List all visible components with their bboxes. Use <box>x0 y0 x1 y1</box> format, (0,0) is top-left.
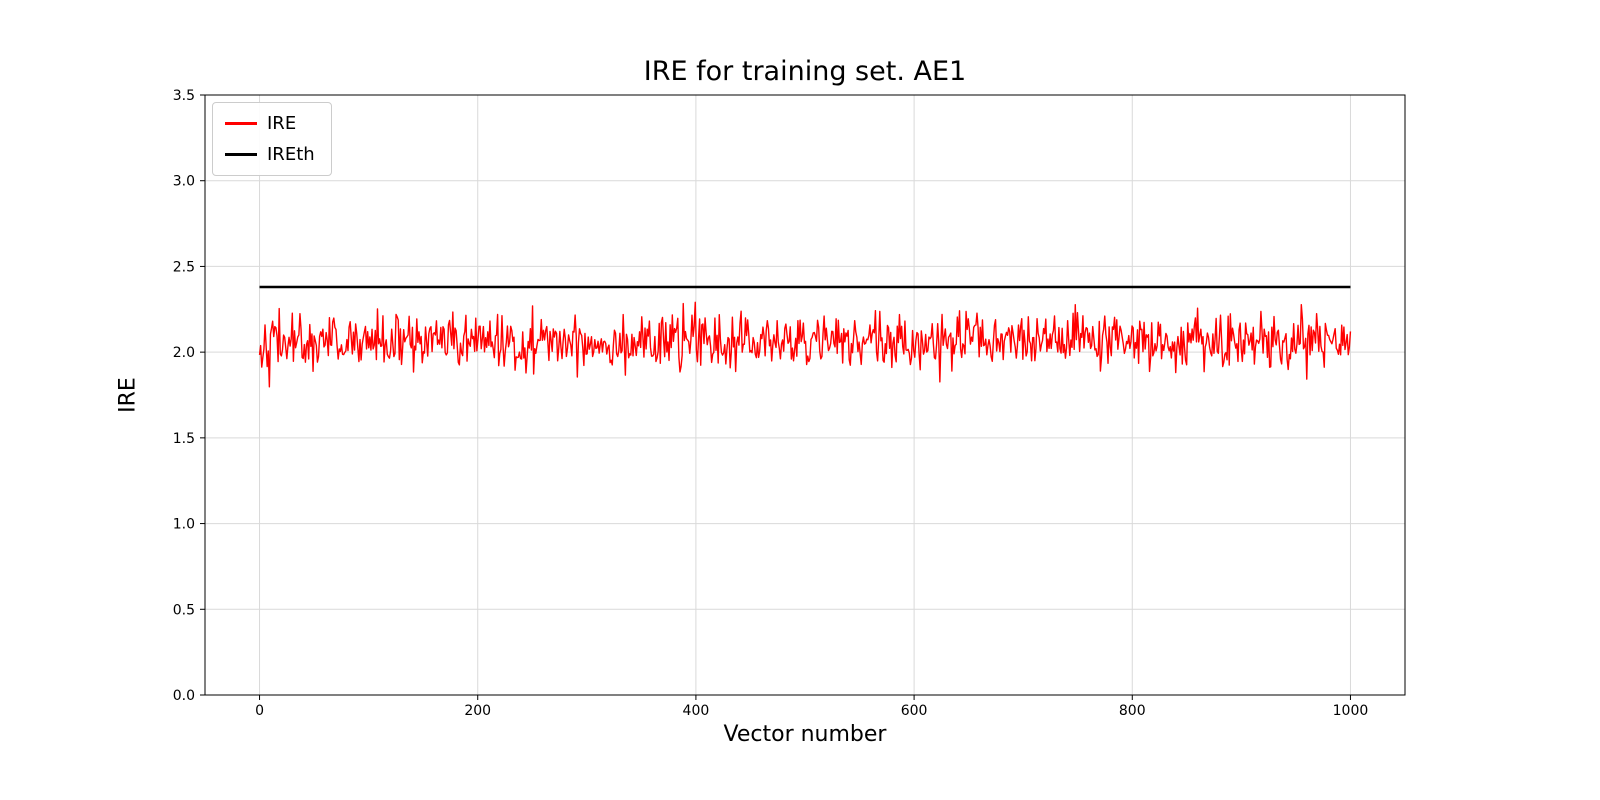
series-ire-line <box>258 301 1352 388</box>
x-axis-label: Vector number <box>723 722 887 747</box>
x-tick-label: 0 <box>255 703 264 719</box>
chart-title: IRE for training set. AE1 <box>643 56 967 87</box>
x-tick-label: 400 <box>683 703 710 719</box>
x-tick-label: 200 <box>464 703 491 719</box>
y-tick-label: 1.0 <box>173 517 195 533</box>
y-tick-label: 1.5 <box>173 431 195 447</box>
legend-entry-ireth: IREth <box>225 144 315 165</box>
y-tick-label: 2.5 <box>173 259 195 275</box>
y-tick-label: 0.5 <box>173 602 195 618</box>
legend-line-swatch <box>225 153 257 156</box>
legend-entry-ire: IRE <box>225 113 315 134</box>
y-tick-label: 3.5 <box>173 88 195 104</box>
axes-frame <box>204 94 1406 696</box>
legend-label: IRE <box>267 113 297 134</box>
x-tick-label: 800 <box>1119 703 1146 719</box>
y-axis-label: IRE <box>115 377 141 413</box>
y-tick-label: 3.0 <box>173 174 195 190</box>
x-tick-label: 1000 <box>1333 703 1369 719</box>
legend: IRE IREth <box>212 102 332 176</box>
y-tick-label: 0.0 <box>173 688 195 704</box>
x-tick-label: 600 <box>901 703 928 719</box>
legend-label: IREth <box>267 144 315 165</box>
legend-line-swatch <box>225 122 257 125</box>
y-tick-label: 2.0 <box>173 345 195 361</box>
